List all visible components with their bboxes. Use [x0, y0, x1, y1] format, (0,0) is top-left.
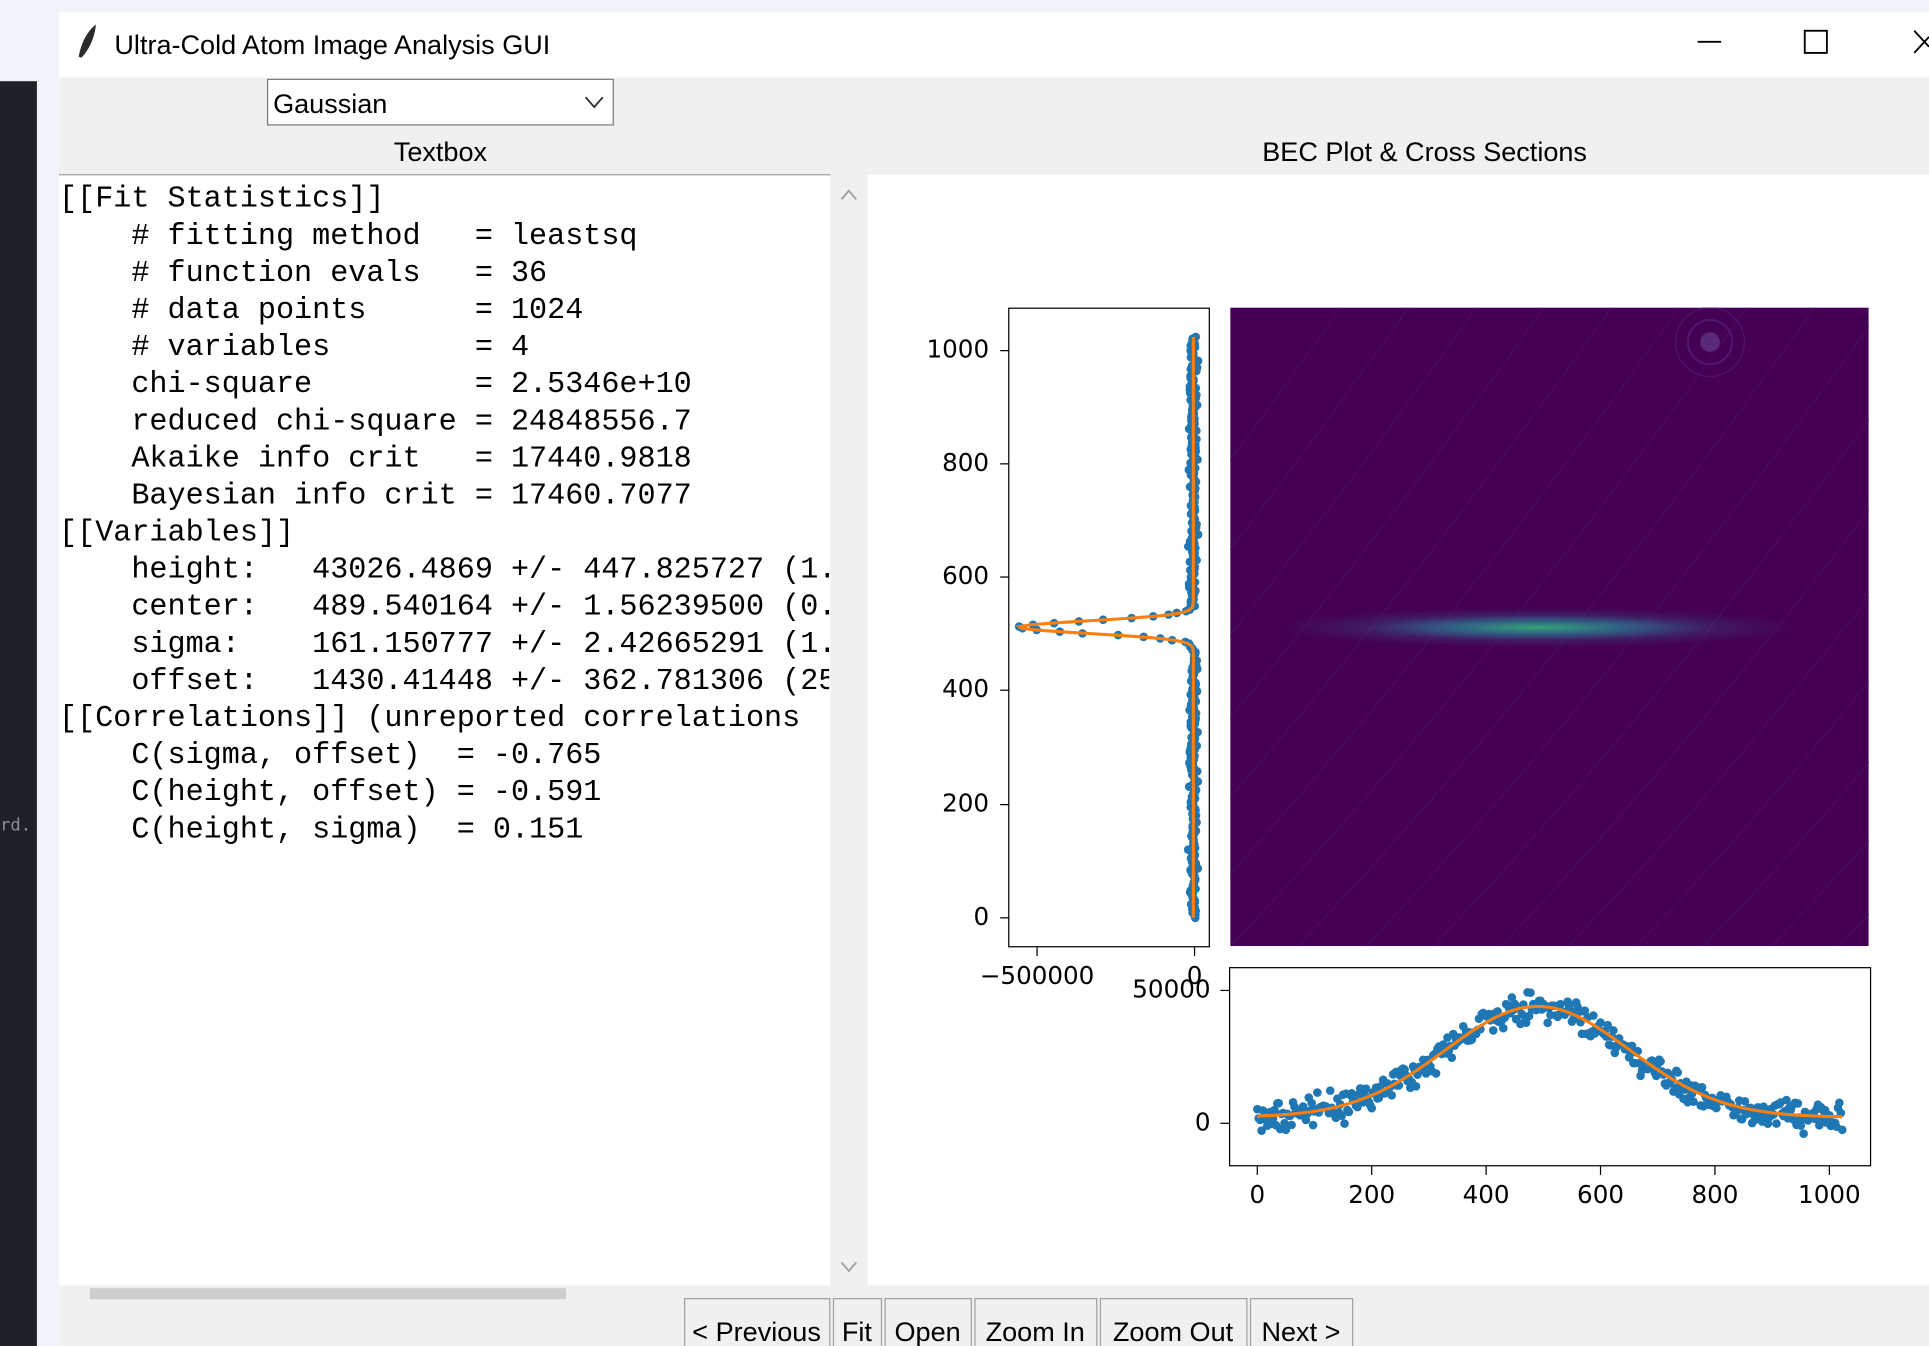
text-line: center: 489.540164 +/- 1.56239500 (0. [59, 591, 836, 625]
button-label[interactable]: Zoom Out [1113, 1317, 1234, 1346]
text-line: C(height, sigma) = 0.151 [59, 813, 583, 847]
bottom-point [1274, 1099, 1283, 1108]
bottom-point [1772, 1119, 1781, 1128]
y-tick-label: 400 [942, 674, 989, 703]
plot-panel-title: BEC Plot & Cross Sections [1262, 137, 1587, 167]
x-tick-label: 0 [1249, 1180, 1265, 1209]
bottom-point [1698, 1083, 1707, 1092]
text-line: # fitting method = leastsq [59, 220, 637, 254]
bottom-point [1340, 1119, 1349, 1128]
button-label[interactable]: Next > [1262, 1317, 1341, 1346]
button-label[interactable]: Zoom In [986, 1317, 1085, 1346]
screen: rd. Ultra-Cold Atom Image Analysis GUI G… [0, 0, 1929, 1346]
bottom-point [1543, 1019, 1552, 1028]
bottom-point [1309, 1121, 1318, 1130]
text-line: C(sigma, offset) = -0.765 [59, 739, 601, 773]
text-line: Bayesian info crit = 17460.7077 [59, 479, 692, 513]
bottom-point [1526, 988, 1535, 997]
x-tick-label: −500000 [980, 961, 1094, 990]
bottom-point [1326, 1086, 1335, 1095]
bottom-point [1447, 1053, 1456, 1062]
textbox-label: Textbox [394, 137, 488, 167]
window-title: Ultra-Cold Atom Image Analysis GUI [114, 30, 550, 60]
y-tick-label: 50000 [1132, 974, 1210, 1003]
button-label[interactable]: < Previous [692, 1317, 821, 1346]
text-line: height: 43026.4869 +/- 447.825727 (1. [59, 554, 836, 588]
page: { "window": {"title": "Ultra-Cold Atom I… [0, 0, 1929, 1346]
y-tick-label: 200 [942, 789, 989, 818]
bottom-point [1835, 1099, 1844, 1108]
ring-center [1700, 332, 1720, 352]
bottom-point [1313, 1088, 1322, 1097]
y-tick-label: 1000 [927, 335, 990, 364]
text-line: [[Variables]] [59, 517, 294, 551]
bottom-point [1794, 1099, 1803, 1108]
background-text: rd. [0, 815, 31, 835]
dropdown-value: Gaussian [273, 89, 387, 119]
x-tick-label: 1000 [1798, 1180, 1861, 1209]
bottom-point [1656, 1057, 1665, 1066]
text-line: reduced chi-square = 24848556.7 [59, 405, 692, 439]
bottom-point [1345, 1108, 1354, 1117]
y-tick-label: 600 [942, 561, 989, 590]
bottom-point [1432, 1069, 1441, 1078]
text-line: chi-square = 2.5346e+10 [59, 368, 692, 402]
y-tick-label: 0 [973, 902, 989, 931]
text-line: [[Fit Statistics]] [59, 183, 384, 217]
bottom-point [1799, 1129, 1808, 1138]
text-line: # variables = 4 [59, 331, 529, 365]
bottom-point [1609, 1026, 1618, 1035]
text-line: # data points = 1024 [59, 294, 583, 328]
bottom-plot-axes [1230, 968, 1871, 1166]
x-tick-label: 400 [1463, 1180, 1510, 1209]
x-tick-label: 800 [1691, 1180, 1738, 1209]
horizontal-scroll-thumb[interactable] [90, 1288, 566, 1299]
bottom-point [1838, 1125, 1847, 1134]
atom-cloud [1366, 615, 1710, 640]
bottom-point [1412, 1082, 1421, 1091]
x-tick-label: 200 [1348, 1180, 1395, 1209]
bottom-point [1387, 1091, 1396, 1100]
text-line: [[Correlations]] (unreported correlation… [59, 702, 800, 736]
background-window [0, 81, 37, 1346]
text-line: # function evals = 36 [59, 257, 547, 291]
bottom-point [1367, 1104, 1376, 1113]
text-line: offset: 1430.41448 +/- 362.781306 (25 [59, 665, 836, 699]
button-label[interactable]: Fit [842, 1317, 873, 1346]
bottom-point [1499, 1024, 1508, 1033]
vertical-scrollbar[interactable] [830, 175, 867, 1286]
text-line: sigma: 161.150777 +/- 2.42665291 (1. [59, 628, 836, 662]
bottom-point [1673, 1068, 1682, 1077]
x-tick-label: 600 [1577, 1180, 1624, 1209]
bottom-point [1287, 1121, 1296, 1130]
text-line: Akaike info crit = 17440.9818 [59, 442, 692, 476]
text-line: C(height, offset) = -0.591 [59, 776, 601, 810]
button-label[interactable]: Open [895, 1317, 961, 1346]
bottom-point [1489, 1026, 1498, 1035]
bottom-point [1589, 1011, 1598, 1020]
y-tick-label: 0 [1195, 1107, 1211, 1136]
bottom-point [1259, 1106, 1268, 1115]
y-tick-label: 800 [942, 448, 989, 477]
